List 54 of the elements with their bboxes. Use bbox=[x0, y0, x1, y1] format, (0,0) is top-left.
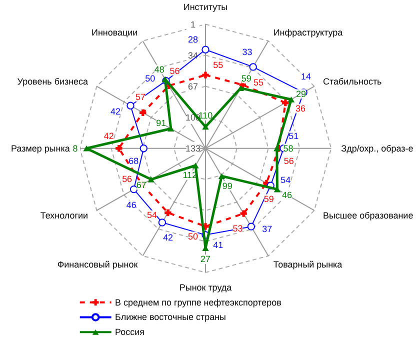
spoke-label: Инфраструктура bbox=[273, 27, 343, 38]
data-label: 27 bbox=[200, 254, 210, 264]
spoke-label: Здр/охр., образ-е bbox=[341, 143, 414, 154]
spoke-label: Рынок труда bbox=[179, 282, 232, 292]
data-label: 51 bbox=[288, 130, 299, 141]
data-label: 55 bbox=[213, 60, 224, 70]
data-label: 55 bbox=[254, 77, 264, 88]
spoke-label: Высшее образование bbox=[323, 210, 414, 220]
data-label: 37 bbox=[262, 224, 272, 234]
spoke-label: Инновации bbox=[92, 27, 138, 38]
data-label: 53 bbox=[232, 223, 243, 234]
data-label: 68 bbox=[128, 156, 139, 166]
data-label: 54 bbox=[280, 174, 291, 185]
spoke-label: Институты bbox=[183, 2, 228, 12]
data-label: 56 bbox=[170, 66, 180, 76]
spoke-label: Уровень бизнеса bbox=[17, 76, 88, 86]
spoke-label: Товарный рынка bbox=[273, 259, 342, 270]
data-label: 58 bbox=[283, 143, 294, 154]
data-label: 99 bbox=[222, 180, 232, 191]
data-label: 46 bbox=[282, 190, 292, 200]
data-label: 50 bbox=[188, 231, 198, 242]
y-tick-label: 67 bbox=[188, 81, 198, 92]
spoke-label: Финансовый рынок bbox=[57, 259, 138, 270]
data-label: 42 bbox=[104, 130, 114, 141]
data-label: 59 bbox=[264, 194, 274, 204]
data-label: 56 bbox=[122, 174, 132, 184]
data-label: 41 bbox=[213, 240, 224, 250]
data-label: 110 bbox=[198, 110, 213, 121]
spoke-label: Технологии bbox=[40, 210, 88, 220]
data-label: 8 bbox=[72, 143, 78, 154]
data-label: 57 bbox=[135, 92, 146, 102]
data-label: 14 bbox=[301, 72, 312, 82]
data-label: 46 bbox=[126, 200, 136, 210]
data-label: 48 bbox=[154, 64, 164, 74]
data-label: 28 bbox=[188, 34, 198, 45]
y-tick-label: 34 bbox=[188, 50, 198, 60]
data-label: 67 bbox=[136, 180, 146, 190]
legend-label: В среднем по группе нефтеэкспортеров bbox=[115, 297, 282, 308]
data-label: 59 bbox=[241, 73, 252, 84]
spoke-label: Стабильность bbox=[323, 76, 382, 86]
data-label: 33 bbox=[242, 47, 252, 58]
data-label: 56 bbox=[284, 156, 294, 166]
data-label: 29 bbox=[296, 88, 306, 99]
data-label: 91 bbox=[156, 118, 166, 128]
data-label: 42 bbox=[110, 106, 121, 116]
data-label: 36 bbox=[295, 104, 306, 114]
legend-label: Россия bbox=[115, 327, 145, 337]
legend-label: Ближне восточные страны bbox=[115, 312, 226, 322]
y-tick-label: 1 bbox=[190, 19, 196, 30]
y-tick-label: 133 bbox=[185, 143, 200, 154]
spoke-label: Размер рынка bbox=[11, 143, 70, 154]
data-label: 54 bbox=[147, 210, 158, 220]
data-label: 50 bbox=[145, 73, 156, 84]
data-label: 42 bbox=[163, 232, 174, 242]
